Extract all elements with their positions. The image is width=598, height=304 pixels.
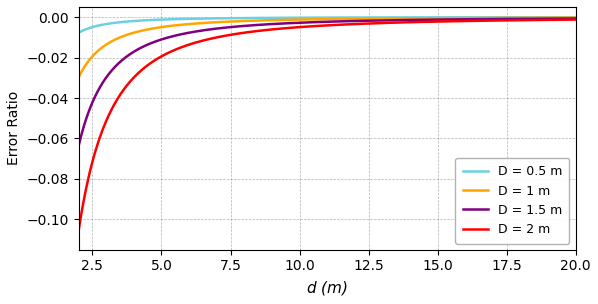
D = 1.5 m [161,36,169,40]
D = 1.5 m [266,22,273,26]
D = 1.5 m [572,17,579,20]
Line: D = 2 m: D = 2 m [78,19,576,231]
D = 1.5 m [75,144,82,148]
Line: D = 0.5 m: D = 0.5 m [78,17,576,33]
D = 1 m [562,16,569,19]
Legend: D = 0.5 m, D = 1 m, D = 1.5 m, D = 2 m: D = 0.5 m, D = 1 m, D = 1.5 m, D = 2 m [455,158,569,244]
Y-axis label: Error Ratio: Error Ratio [7,91,21,165]
D = 2 m [509,19,516,22]
D = 1 m [572,16,579,19]
D = 0.5 m [132,19,139,23]
D = 1 m [287,18,294,22]
D = 2 m [562,18,569,22]
D = 2 m [266,28,273,32]
D = 1 m [75,76,82,79]
D = 0.5 m [562,16,569,19]
D = 2 m [132,74,139,78]
D = 1.5 m [509,17,516,21]
D = 1 m [132,30,139,34]
D = 1 m [266,19,273,22]
Line: D = 1 m: D = 1 m [78,18,576,78]
D = 0.5 m [287,16,294,19]
D = 2 m [572,18,579,21]
D = 0.5 m [572,16,579,19]
D = 0.5 m [266,16,273,20]
Line: D = 1.5 m: D = 1.5 m [78,19,576,146]
D = 0.5 m [161,18,169,21]
D = 1.5 m [562,17,569,20]
D = 2 m [75,229,82,233]
D = 1.5 m [132,49,139,53]
D = 1.5 m [287,21,294,25]
X-axis label: $d$ (m): $d$ (m) [306,279,348,297]
D = 2 m [161,53,169,57]
D = 1 m [161,25,169,29]
D = 1 m [509,16,516,20]
D = 0.5 m [509,16,516,19]
D = 0.5 m [75,31,82,35]
D = 2 m [287,26,294,29]
